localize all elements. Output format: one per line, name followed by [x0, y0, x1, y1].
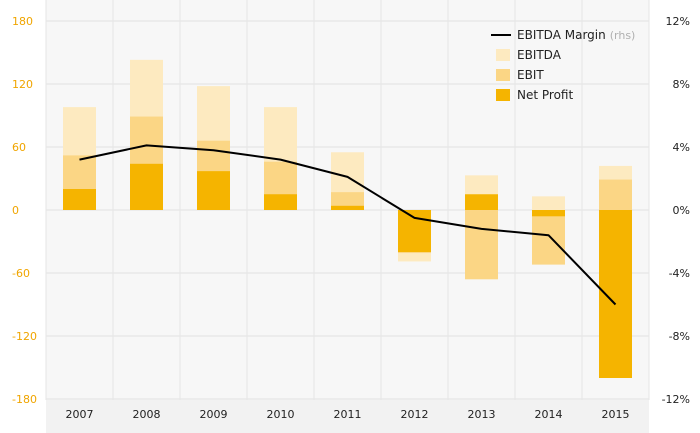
x-axis-band — [46, 400, 649, 433]
x-tick-label: 2008 — [133, 408, 161, 421]
right-tick-label: -8% — [669, 330, 690, 343]
bar-ebit-2014 — [532, 210, 565, 265]
left-tick-label: -60 — [12, 267, 30, 280]
bar-net-profit-2012 — [398, 210, 431, 252]
x-tick-label: 2012 — [401, 408, 429, 421]
x-tick-label: 2013 — [468, 408, 496, 421]
right-tick-label: 4% — [673, 141, 690, 154]
x-axis-ticks: 2007 2008 2009 2010 2011 2012 2013 2014 2015 — [66, 408, 630, 421]
left-tick-label: 60 — [12, 141, 26, 154]
x-tick-label: 2011 — [334, 408, 362, 421]
legend-label-ebitda-margin: EBITDA Margin (rhs) — [517, 28, 635, 42]
right-tick-label: 0% — [673, 204, 690, 217]
bar-net-profit-2010 — [264, 194, 297, 210]
bar-net-profit-2014 — [532, 210, 565, 217]
legend-note-rhs: (rhs) — [610, 29, 636, 42]
bar-ebit-2013 — [465, 210, 498, 280]
left-tick-label: -120 — [12, 330, 37, 343]
legend: EBITDA Margin (rhs) EBITDA EBIT Net Profi… — [491, 28, 635, 102]
legend-swatch-ebit — [496, 69, 510, 81]
legend-swatch-ebitda — [496, 49, 510, 61]
bar-ebitda-2014 — [532, 196, 565, 210]
left-tick-label: 180 — [12, 15, 33, 28]
right-tick-label: -4% — [669, 267, 690, 280]
right-axis-ticks: 12% 8% 4% 0% -4% -8% -12% — [662, 15, 690, 406]
x-tick-label: 2015 — [602, 408, 630, 421]
legend-swatch-net-profit — [496, 89, 510, 101]
legend-label-ebitda: EBITDA — [517, 48, 562, 62]
bar-net-profit-2008 — [130, 163, 163, 210]
x-tick-label: 2009 — [200, 408, 228, 421]
x-tick-label: 2010 — [267, 408, 295, 421]
left-axis-ticks: 180 120 60 0 -60 -120 -180 — [12, 15, 37, 406]
left-tick-label: 0 — [12, 204, 19, 217]
bar-net-profit-2009 — [197, 171, 230, 210]
bar-ebit-2011 — [331, 192, 364, 210]
legend-label-net-profit: Net Profit — [517, 88, 573, 102]
right-tick-label: 8% — [673, 78, 690, 91]
bar-net-profit-2007 — [63, 189, 96, 210]
bars — [63, 59, 632, 378]
right-tick-label: -12% — [662, 393, 690, 406]
line-ebitda-margin — [79, 144, 617, 306]
margin-line — [79, 144, 617, 306]
bar-net-profit-2011 — [331, 205, 364, 210]
bar-net-profit-2015 — [599, 210, 632, 378]
right-tick-label: 12% — [666, 15, 690, 28]
left-tick-label: 120 — [12, 78, 33, 91]
bar-net-profit-2013 — [465, 194, 498, 210]
x-tick-label: 2014 — [535, 408, 563, 421]
x-tick-label: 2007 — [66, 408, 94, 421]
legend-label-ebit: EBIT — [517, 68, 544, 82]
left-tick-label: -180 — [12, 393, 37, 406]
bar-ebit-2015 — [599, 179, 632, 210]
